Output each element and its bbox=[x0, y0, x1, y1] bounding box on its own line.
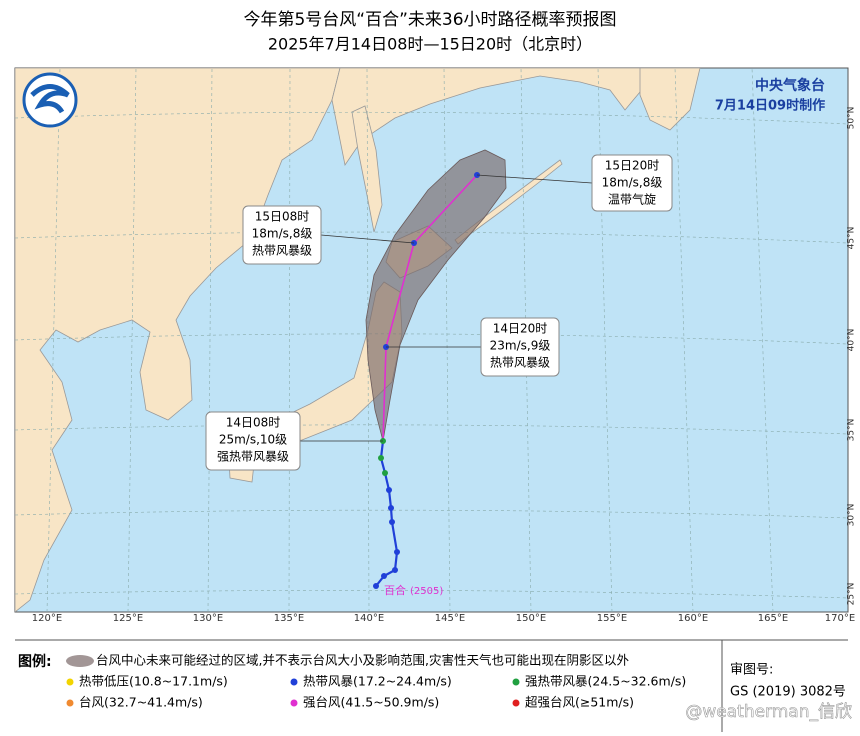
latitude-label: 35°N bbox=[847, 419, 857, 442]
longitude-label: 155°E bbox=[597, 613, 627, 624]
longitude-label: 150°E bbox=[516, 613, 546, 624]
legend-item: 强台风(41.5~50.9m/s) bbox=[303, 695, 439, 710]
track-point bbox=[381, 573, 387, 579]
sakhalin bbox=[351, 105, 383, 233]
longitude-label: 145°E bbox=[435, 613, 465, 624]
typhoon-code: (2505) bbox=[410, 586, 443, 597]
longitude-label: 170°E bbox=[825, 613, 855, 624]
approval-label: 审图号: bbox=[730, 663, 773, 678]
track-point bbox=[389, 519, 395, 525]
probability-cone bbox=[365, 149, 507, 442]
callout-grade: 强热带风暴级 bbox=[217, 450, 289, 464]
cma-logo bbox=[22, 72, 78, 128]
longitude-label: 165°E bbox=[758, 613, 788, 624]
callout-time: 15日08时 bbox=[255, 210, 310, 224]
track-point bbox=[382, 470, 388, 476]
title: 今年第5号台风“百合”未来36小时路径概率预报图 bbox=[243, 10, 616, 30]
legend-dot bbox=[66, 678, 74, 686]
past-track bbox=[375, 440, 399, 587]
track-point bbox=[386, 487, 392, 493]
agency-issued: 7月14日09时制作 bbox=[715, 98, 825, 114]
legend-dot bbox=[512, 678, 520, 686]
track-point bbox=[373, 583, 379, 589]
latitude-label: 45°N bbox=[847, 227, 857, 250]
longitude-label: 125°E bbox=[113, 613, 143, 624]
callout-box bbox=[480, 317, 560, 377]
callout-grade: 热带风暴级 bbox=[252, 244, 312, 258]
callout-wind: 18m/s,8级 bbox=[602, 176, 663, 190]
callout-wind: 23m/s,9级 bbox=[490, 339, 551, 353]
legend-dot bbox=[512, 699, 520, 707]
legend-dot bbox=[290, 678, 298, 686]
kamchatka bbox=[639, 68, 701, 131]
legend-cone-swatch bbox=[66, 655, 94, 667]
legend-item: 超强台风(≥51m/s) bbox=[525, 695, 634, 710]
callout-box bbox=[591, 154, 673, 212]
agency-name: 中央气象台 bbox=[755, 77, 825, 94]
longitude-label: 130°E bbox=[193, 613, 223, 624]
callout-wind: 18m/s,8级 bbox=[252, 227, 313, 241]
callout-time: 14日08时 bbox=[226, 416, 281, 430]
callout-time: 15日20时 bbox=[605, 159, 660, 173]
longitude-label: 135°E bbox=[274, 613, 304, 624]
callout-grade: 热带风暴级 bbox=[490, 356, 550, 370]
legend-item: 台风(32.7~41.4m/s) bbox=[79, 695, 203, 710]
land bbox=[15, 68, 701, 612]
subtitle: 2025年7月14日08时—15日20时（北京时） bbox=[268, 35, 592, 54]
longitude-label: 120°E bbox=[32, 613, 62, 624]
typhoon-name: 百合 bbox=[384, 583, 406, 597]
callout-time: 14日20时 bbox=[493, 322, 548, 336]
callout-box bbox=[205, 411, 301, 471]
track-point bbox=[392, 567, 398, 573]
latitude-label: 30°N bbox=[847, 504, 857, 527]
watermark: @weatherman_信欣 bbox=[685, 702, 852, 722]
mainland bbox=[15, 68, 341, 612]
callout-box bbox=[242, 205, 322, 265]
latitude-label: 25°N bbox=[847, 583, 857, 606]
legend-dot bbox=[290, 699, 298, 707]
track-point bbox=[388, 505, 394, 511]
legend-cone-text: 台风中心未来可能经过的区域,并不表示台风大小及影响范围,灾害性天气也可能出现在阴… bbox=[96, 653, 629, 668]
approval-number: GS (2019) 3082号 bbox=[730, 685, 846, 700]
track-point bbox=[378, 455, 384, 461]
legend-dot bbox=[66, 699, 74, 707]
legend-item: 强热带风暴(24.5~32.6m/s) bbox=[525, 674, 686, 689]
latitude-label: 40°N bbox=[847, 329, 857, 352]
callout-grade: 温带气旋 bbox=[608, 192, 656, 207]
callout-leader bbox=[476, 174, 593, 184]
legend-title: 图例: bbox=[18, 653, 52, 670]
track-point bbox=[394, 549, 400, 555]
longitude-label: 160°E bbox=[678, 613, 708, 624]
callout-wind: 25m/s,10级 bbox=[219, 433, 287, 447]
legend-item: 热带风暴(17.2~24.4m/s) bbox=[303, 674, 452, 689]
callout-leader bbox=[320, 234, 415, 244]
cma-logo-mark bbox=[30, 84, 70, 114]
latitude-label: 50°N bbox=[847, 107, 857, 130]
map bbox=[14, 67, 849, 613]
forecast-track bbox=[382, 174, 478, 442]
longitude-label: 140°E bbox=[354, 613, 384, 624]
legend-item: 热带低压(10.8~17.1m/s) bbox=[79, 674, 228, 689]
